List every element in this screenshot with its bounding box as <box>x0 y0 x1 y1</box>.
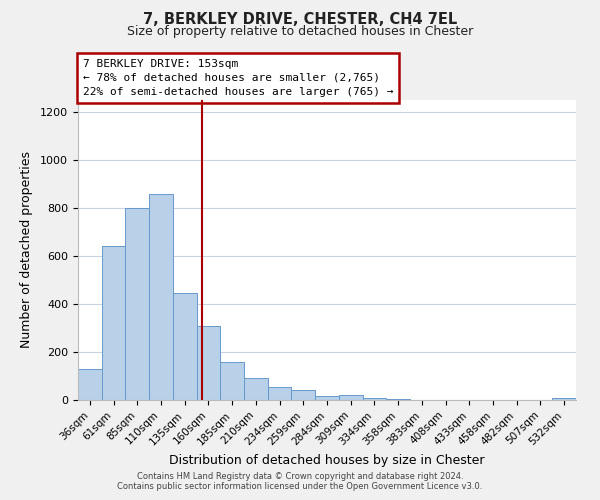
Bar <box>292 390 315 400</box>
Bar <box>315 396 339 400</box>
Y-axis label: Number of detached properties: Number of detached properties <box>20 152 33 348</box>
X-axis label: Distribution of detached houses by size in Chester: Distribution of detached houses by size … <box>169 454 485 466</box>
Bar <box>339 394 362 400</box>
Bar <box>268 387 292 400</box>
Bar <box>362 398 386 400</box>
Bar <box>197 326 220 400</box>
Bar <box>173 293 197 400</box>
Bar <box>78 369 102 400</box>
Bar <box>149 194 173 400</box>
Bar <box>244 378 268 400</box>
Text: 7, BERKLEY DRIVE, CHESTER, CH4 7EL: 7, BERKLEY DRIVE, CHESTER, CH4 7EL <box>143 12 457 28</box>
Bar <box>220 362 244 400</box>
Bar <box>386 399 410 400</box>
Bar <box>102 246 125 400</box>
Text: Contains public sector information licensed under the Open Government Licence v3: Contains public sector information licen… <box>118 482 482 491</box>
Text: Size of property relative to detached houses in Chester: Size of property relative to detached ho… <box>127 25 473 38</box>
Bar <box>125 208 149 400</box>
Text: 7 BERKLEY DRIVE: 153sqm
← 78% of detached houses are smaller (2,765)
22% of semi: 7 BERKLEY DRIVE: 153sqm ← 78% of detache… <box>83 59 394 97</box>
Bar <box>552 398 576 400</box>
Text: Contains HM Land Registry data © Crown copyright and database right 2024.: Contains HM Land Registry data © Crown c… <box>137 472 463 481</box>
